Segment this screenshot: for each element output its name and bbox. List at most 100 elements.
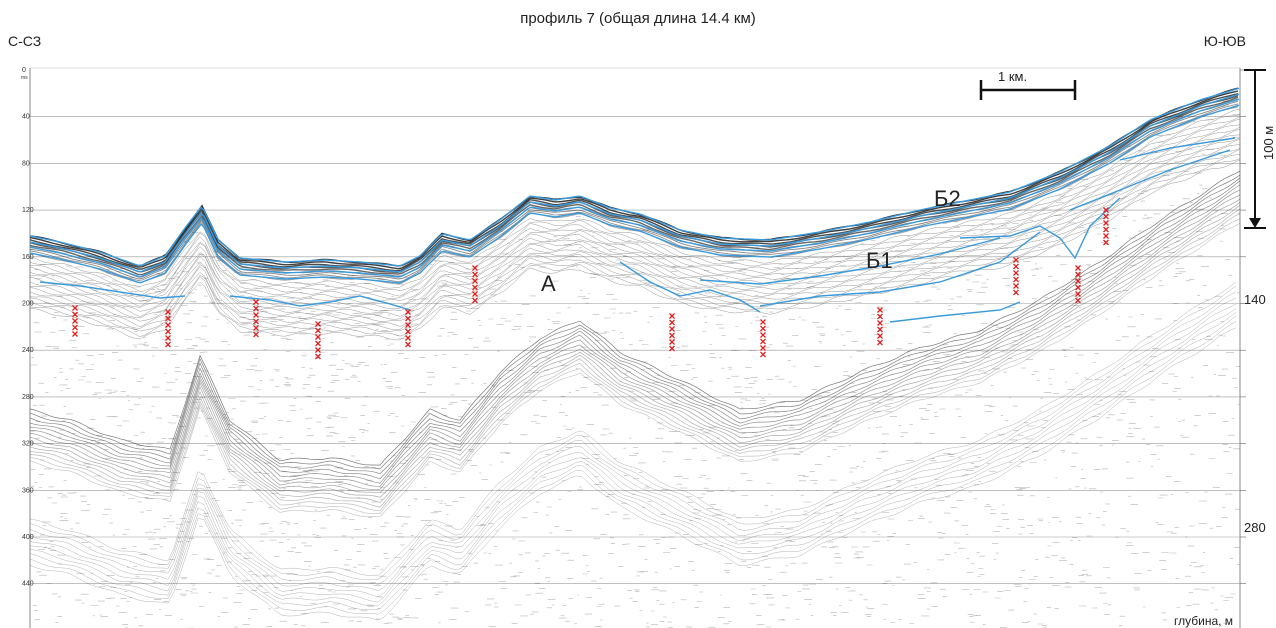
multiple-reflector bbox=[30, 291, 1237, 585]
fault-cross bbox=[1013, 283, 1019, 289]
direction-left-label: С-СЗ bbox=[8, 33, 42, 49]
deep-reflector bbox=[30, 208, 1240, 508]
fault-cross bbox=[405, 341, 411, 348]
profile-title: профиль 7 (общая длина 14.4 км) bbox=[520, 10, 756, 27]
shallow-reflector bbox=[30, 124, 1240, 302]
fault-cross bbox=[472, 278, 478, 284]
multiple-reflector bbox=[30, 303, 1237, 598]
time-unit-label: ms bbox=[21, 75, 28, 81]
multiple-reflector bbox=[30, 285, 1237, 580]
fault-cross bbox=[877, 320, 883, 326]
fault-cross bbox=[315, 327, 321, 334]
depth-axis-label: глубина, м bbox=[1174, 614, 1233, 628]
horizon-line bbox=[1069, 149, 1231, 211]
time-tick-label: 320 bbox=[22, 441, 34, 448]
deep-reflector bbox=[30, 177, 1240, 475]
horizon-line bbox=[30, 93, 1240, 273]
scale-bar: 1 км. bbox=[979, 69, 1077, 100]
seismic-reflectors bbox=[30, 87, 1240, 621]
fault-cross bbox=[1103, 226, 1109, 233]
shallow-reflector bbox=[30, 128, 1240, 310]
deep-reflector bbox=[30, 184, 1240, 484]
horizon-line bbox=[229, 295, 411, 311]
fault-cross bbox=[165, 335, 171, 341]
deep-reflector bbox=[30, 198, 1240, 494]
time-tick-label: 440 bbox=[22, 581, 34, 588]
multiple-reflector bbox=[30, 321, 1237, 615]
fault-cross bbox=[1103, 207, 1109, 213]
shallow-reflector bbox=[30, 159, 1240, 341]
vertical-scale-arrowhead bbox=[1249, 218, 1261, 228]
deep-reflector bbox=[30, 222, 1240, 518]
fault-cross bbox=[253, 325, 259, 331]
fault-cross bbox=[760, 345, 766, 351]
fault-cross bbox=[1103, 233, 1109, 239]
fault-cross bbox=[165, 341, 171, 348]
horizon-line bbox=[759, 231, 1041, 307]
fault-cross bbox=[760, 351, 766, 358]
fault-cross bbox=[405, 322, 411, 328]
fault-cross bbox=[669, 339, 675, 345]
fault-cross bbox=[877, 307, 883, 313]
time-tick-label: 200 bbox=[22, 301, 34, 308]
direction-right-label: Ю-ЮВ bbox=[1203, 33, 1246, 49]
deep-reflector bbox=[30, 180, 1240, 480]
time-tick-label: 400 bbox=[22, 534, 34, 541]
fault-cross bbox=[760, 338, 766, 345]
fault-cross bbox=[165, 322, 171, 328]
fault-cross bbox=[165, 309, 171, 315]
time-tick-label: 0 bbox=[22, 67, 26, 74]
deep-reflector bbox=[30, 194, 1240, 490]
seafloor-reflector bbox=[30, 100, 1239, 280]
vertical-scale-label: 100 м bbox=[1261, 126, 1276, 160]
shallow-reflector bbox=[30, 134, 1240, 312]
fault-cross bbox=[315, 340, 321, 347]
fault-cross bbox=[165, 328, 171, 335]
shallow-reflector bbox=[30, 137, 1240, 317]
horizon-line bbox=[30, 98, 1240, 278]
time-tick-label: 240 bbox=[22, 347, 34, 354]
fault-cross bbox=[72, 331, 78, 337]
deep-reflector bbox=[30, 202, 1240, 498]
fault-cross bbox=[1103, 220, 1109, 226]
shallow-reflector bbox=[30, 118, 1240, 299]
fault-cross bbox=[405, 328, 411, 335]
multiple-reflector bbox=[30, 308, 1237, 603]
fault-cross bbox=[472, 271, 478, 278]
horizon-line bbox=[699, 237, 1001, 285]
interpreted-horizons bbox=[30, 87, 1240, 323]
fault-cross bbox=[72, 311, 78, 318]
fault-cross bbox=[472, 284, 478, 291]
fault-cross bbox=[315, 353, 321, 360]
shallow-reflector bbox=[30, 144, 1240, 322]
fault-cross bbox=[669, 345, 675, 352]
unit-label-a: А bbox=[541, 271, 556, 296]
deep-reflector bbox=[30, 218, 1240, 515]
deep-reflector bbox=[30, 174, 1240, 470]
deep-reflector bbox=[30, 204, 1240, 503]
deep-reflector bbox=[30, 189, 1240, 487]
fault-cross bbox=[253, 318, 259, 325]
shallow-reflector bbox=[30, 126, 1240, 307]
shallow-reflector bbox=[30, 114, 1240, 292]
fault-cross bbox=[760, 325, 766, 332]
shallow-reflector bbox=[30, 149, 1240, 330]
fault-cross bbox=[669, 313, 675, 319]
fault-cross bbox=[165, 315, 171, 322]
fault-cross bbox=[877, 313, 883, 320]
horizon-line bbox=[30, 104, 1240, 284]
time-tick-label: 40 bbox=[22, 114, 30, 121]
fault-cross bbox=[315, 321, 321, 327]
horizon-line bbox=[39, 281, 186, 299]
multiple-reflector bbox=[30, 311, 1237, 607]
fault-cross bbox=[472, 291, 478, 297]
fault-cross bbox=[1103, 239, 1109, 246]
unit-label-b1: Б1 bbox=[866, 248, 893, 273]
shallow-reflector bbox=[30, 158, 1240, 338]
fault-cross bbox=[760, 319, 766, 325]
multiple-reflector bbox=[30, 281, 1237, 576]
fault-cross bbox=[1075, 297, 1081, 304]
multiple-reflector bbox=[30, 297, 1237, 591]
fault-cross bbox=[253, 305, 259, 312]
horizon-line bbox=[959, 197, 1121, 260]
